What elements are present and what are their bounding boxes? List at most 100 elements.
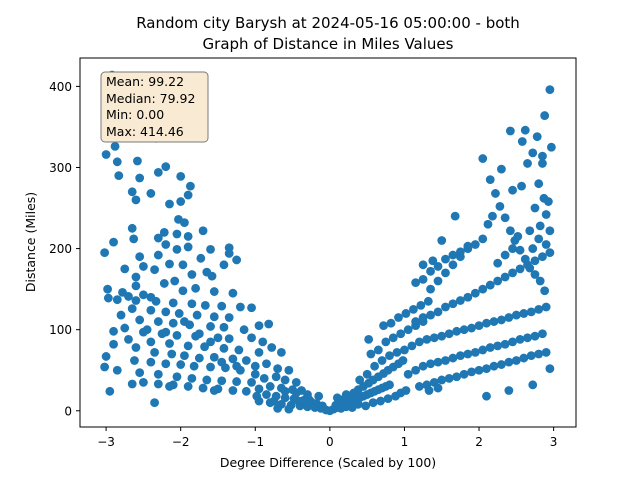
data-point (187, 270, 197, 279)
data-point (200, 300, 210, 310)
data-point (534, 179, 544, 189)
data-point (146, 305, 156, 315)
data-point (500, 272, 510, 282)
data-point (388, 333, 398, 343)
data-point (194, 329, 204, 339)
data-point (180, 351, 189, 361)
data-point (153, 369, 163, 379)
data-point (400, 345, 409, 355)
data-point (228, 386, 238, 395)
data-point (168, 318, 178, 328)
data-point (139, 378, 148, 387)
data-point (530, 270, 540, 279)
data-point (403, 325, 413, 335)
data-point (176, 197, 186, 206)
data-point (232, 255, 242, 265)
data-point (383, 394, 393, 404)
data-point (403, 369, 413, 379)
x-tick-label: 2 (475, 435, 483, 449)
data-point (180, 218, 189, 228)
data-point (485, 343, 495, 352)
data-point (167, 349, 177, 359)
y-axis-label: Distance (Miles) (23, 192, 38, 292)
data-point (411, 278, 421, 288)
data-point (183, 190, 193, 200)
data-point (228, 354, 238, 364)
data-point (254, 347, 264, 357)
data-point (219, 260, 229, 270)
data-point (545, 364, 555, 374)
data-point (103, 284, 112, 294)
data-point (541, 240, 551, 249)
data-point (180, 317, 189, 326)
data-point (401, 386, 411, 395)
data-point (467, 367, 476, 377)
x-tick-label: −1 (246, 435, 264, 449)
data-point (545, 85, 555, 95)
data-point (508, 268, 517, 278)
data-point (159, 227, 169, 237)
data-point (217, 376, 227, 386)
x-axis-label: Degree Difference (Scaled by 100) (220, 455, 436, 470)
data-point (534, 305, 544, 314)
data-point (185, 181, 195, 191)
data-point (105, 386, 115, 396)
data-point (437, 375, 447, 385)
data-point (504, 313, 514, 322)
data-point (379, 321, 388, 331)
data-point (161, 307, 171, 317)
data-point (120, 264, 130, 274)
data-point (478, 284, 488, 294)
data-point (478, 345, 488, 355)
data-point (489, 361, 499, 371)
data-point (271, 372, 281, 382)
data-point (341, 390, 351, 399)
data-point (303, 402, 312, 412)
data-point (541, 302, 551, 312)
data-point (209, 352, 219, 362)
data-point (165, 259, 174, 269)
data-point (448, 353, 458, 363)
data-point (142, 325, 152, 335)
data-point (224, 249, 234, 258)
data-point (535, 276, 545, 286)
data-point (508, 244, 517, 253)
data-point (150, 398, 159, 408)
data-point (176, 172, 186, 181)
data-point (153, 233, 163, 243)
data-point (526, 307, 536, 317)
data-point (112, 365, 122, 375)
data-point (139, 262, 148, 271)
data-point (497, 315, 506, 325)
data-point (376, 396, 385, 406)
data-point (482, 318, 491, 328)
data-point (161, 327, 171, 337)
data-point (459, 325, 469, 335)
y-axis-ticks: 0 100 200 300 400 (49, 80, 80, 418)
data-point (219, 343, 229, 353)
data-point (515, 245, 525, 255)
data-point (441, 302, 450, 312)
y-tick-label: 100 (49, 323, 72, 337)
data-point (151, 296, 161, 306)
data-point (418, 313, 428, 322)
data-point (213, 333, 223, 343)
data-point (504, 357, 514, 367)
data-point (355, 375, 365, 385)
data-point (525, 263, 535, 273)
data-point (262, 359, 271, 369)
data-point (414, 382, 424, 391)
x-tick-label: 0 (326, 435, 334, 449)
data-point (314, 391, 324, 401)
data-point (146, 189, 156, 198)
data-point (428, 256, 438, 266)
data-point (426, 266, 435, 276)
data-point (528, 148, 538, 158)
data-point (294, 396, 303, 406)
data-point (127, 379, 137, 389)
y-tick-label: 400 (49, 80, 72, 94)
data-point (373, 345, 383, 355)
data-point (519, 309, 529, 318)
data-point (135, 252, 145, 262)
data-point (470, 240, 480, 249)
